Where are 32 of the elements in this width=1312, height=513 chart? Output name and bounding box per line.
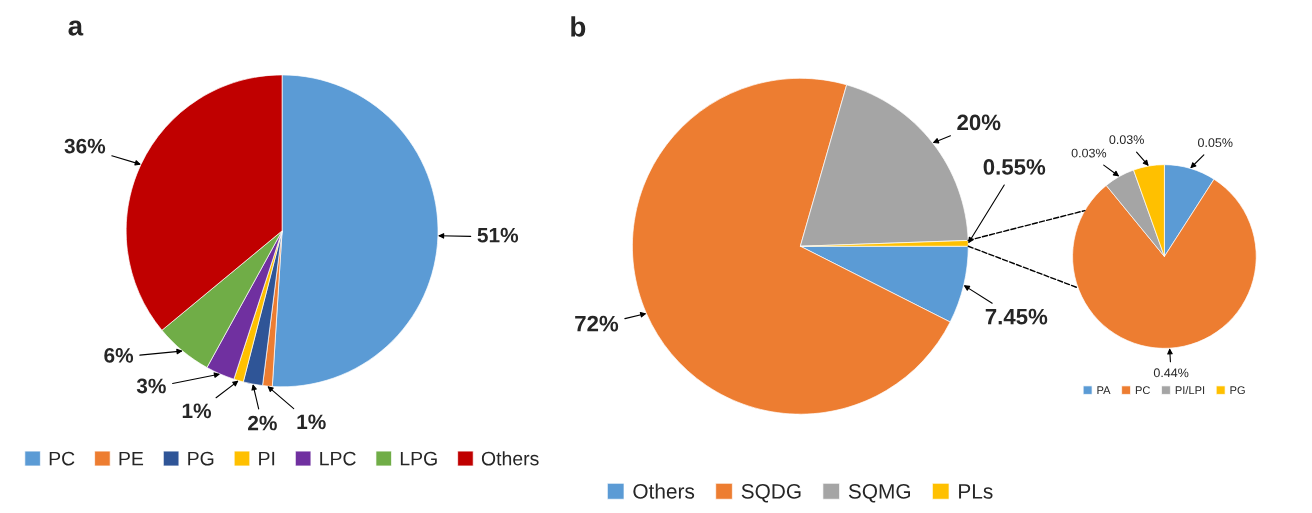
chart-title: a [68, 20, 84, 36]
legend-label: PLs [959, 484, 993, 499]
legend-label: PC [49, 451, 75, 466]
data-label: 3% [136, 378, 166, 394]
legend-label: PI/LPI [1175, 385, 1205, 395]
legend-label: LPC [320, 451, 356, 466]
data-label: 20% [957, 114, 1001, 131]
data-label: 0.03% [1071, 148, 1107, 158]
legend-label: LPG [400, 451, 437, 466]
legend-label: PG [1230, 386, 1245, 395]
data-label: 2% [248, 415, 277, 431]
chart-title: b [571, 16, 586, 37]
data-label: 0.03% [1109, 135, 1144, 145]
data-label: 6% [104, 348, 134, 363]
legend-label: PE [119, 451, 144, 466]
data-label: 51% [477, 227, 519, 243]
legend-label: Others [481, 451, 539, 466]
legend-label: Others [633, 483, 695, 499]
data-label: 1% [297, 414, 326, 430]
legend-label: PA [1097, 386, 1111, 394]
data-label: 0.55% [983, 159, 1046, 175]
data-label: 36% [64, 138, 106, 154]
legend-label: SQMG [848, 483, 910, 503]
legend-label: SQDG [741, 483, 801, 503]
data-label: 0.05% [1198, 138, 1233, 148]
legend-label: PI [259, 451, 275, 466]
data-label: 7.45% [985, 308, 1048, 325]
data-label: 1% [182, 403, 212, 419]
data-label: 0.44% [1153, 368, 1189, 378]
legend-label: PC [1135, 386, 1150, 395]
data-label: 72% [575, 315, 619, 332]
legend-label: PG [188, 451, 214, 466]
